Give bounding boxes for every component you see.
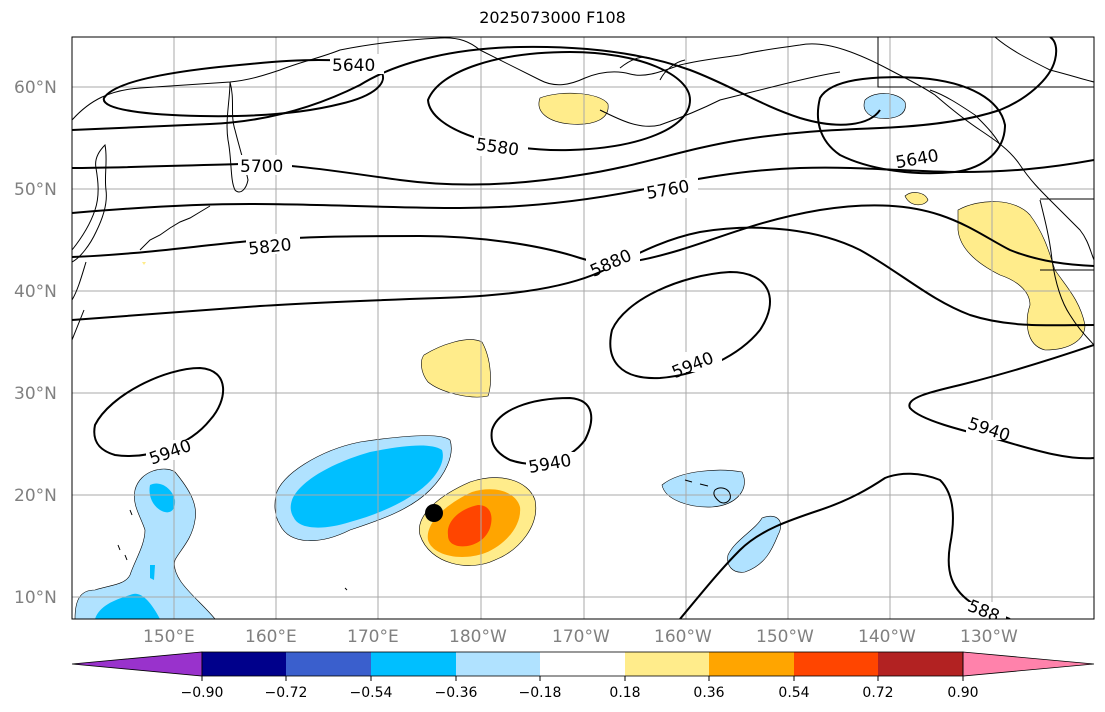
lon-label: 150°E bbox=[143, 627, 195, 647]
colorbar-swatch bbox=[286, 652, 371, 676]
lon-label: 140°W bbox=[858, 627, 916, 647]
colorbar-tick-label: −0.18 bbox=[519, 685, 562, 701]
lon-label: 130°W bbox=[960, 627, 1018, 647]
negative-anomaly-core bbox=[149, 483, 176, 513]
lat-label: 50°N bbox=[14, 180, 57, 200]
lat-label: 30°N bbox=[14, 384, 57, 404]
colorbar-swatch bbox=[202, 652, 286, 676]
colorbar-tick-label: −0.90 bbox=[181, 685, 224, 701]
anomaly-shading bbox=[74, 92, 1086, 619]
lat-label: 10°N bbox=[14, 588, 57, 608]
colorbar: −0.90 −0.72 −0.54 −0.36 −0.18 0.18 0.36 … bbox=[71, 651, 1095, 701]
positive-anomaly-region bbox=[538, 92, 609, 125]
map-title: 2025073000 F108 bbox=[479, 8, 626, 27]
colorbar-max-arrow bbox=[962, 651, 1095, 677]
lon-label: 160°W bbox=[654, 627, 712, 647]
colorbar-swatch bbox=[371, 652, 456, 676]
negative-anomaly-core bbox=[95, 593, 160, 619]
lon-label: 150°W bbox=[756, 627, 814, 647]
map-background bbox=[72, 37, 1094, 619]
colorbar-swatch bbox=[878, 652, 963, 676]
colorbar-min-arrow bbox=[71, 651, 203, 677]
colorbar-tick-label: 0.36 bbox=[693, 685, 724, 701]
lon-label: 160°E bbox=[245, 627, 297, 647]
colorbar-tick-label: 0.54 bbox=[778, 685, 809, 701]
contour-label: 5640 bbox=[332, 56, 375, 76]
map-frame bbox=[71, 36, 1095, 620]
negative-anomaly-region bbox=[74, 468, 216, 619]
negative-anomaly-region bbox=[661, 469, 745, 508]
colorbar-swatch bbox=[540, 652, 625, 676]
colorbar-tick-label: 0.18 bbox=[609, 685, 640, 701]
positive-anomaly-region bbox=[904, 192, 929, 206]
lat-label: 20°N bbox=[14, 486, 57, 506]
colorbar-swatch bbox=[625, 652, 709, 676]
lat-label: 40°N bbox=[14, 282, 57, 302]
contour-label: 5820 bbox=[247, 235, 292, 259]
negative-anomaly-region bbox=[863, 93, 906, 119]
positive-anomaly-region bbox=[421, 339, 491, 398]
lon-label: 170°E bbox=[347, 627, 399, 647]
colorbar-tick-label: 0.72 bbox=[862, 685, 893, 701]
map-gridlines bbox=[72, 37, 1094, 619]
colorbar-swatch bbox=[709, 652, 794, 676]
colorbar-swatch bbox=[794, 652, 878, 676]
coastlines bbox=[72, 37, 1094, 591]
latitude-labels: 60°N 50°N 40°N 30°N 20°N 10°N bbox=[14, 78, 57, 608]
colorbar-tick-label: 0.90 bbox=[947, 685, 978, 701]
colorbar-swatch bbox=[456, 652, 540, 676]
lat-label: 60°N bbox=[14, 78, 57, 98]
colorbar-tick-label: −0.54 bbox=[350, 685, 393, 701]
longitude-labels: 150°E 160°E 170°E 180°W 170°W 160°W 150°… bbox=[143, 627, 1018, 647]
colorbar-tick-label: −0.72 bbox=[265, 685, 308, 701]
contour-label: 5700 bbox=[240, 157, 283, 177]
lon-label: 180°W bbox=[449, 627, 507, 647]
negative-anomaly-core bbox=[290, 445, 443, 528]
colorbar-tick-label: −0.36 bbox=[435, 685, 478, 701]
storm-center-marker bbox=[425, 504, 443, 522]
lon-label: 170°W bbox=[552, 627, 610, 647]
